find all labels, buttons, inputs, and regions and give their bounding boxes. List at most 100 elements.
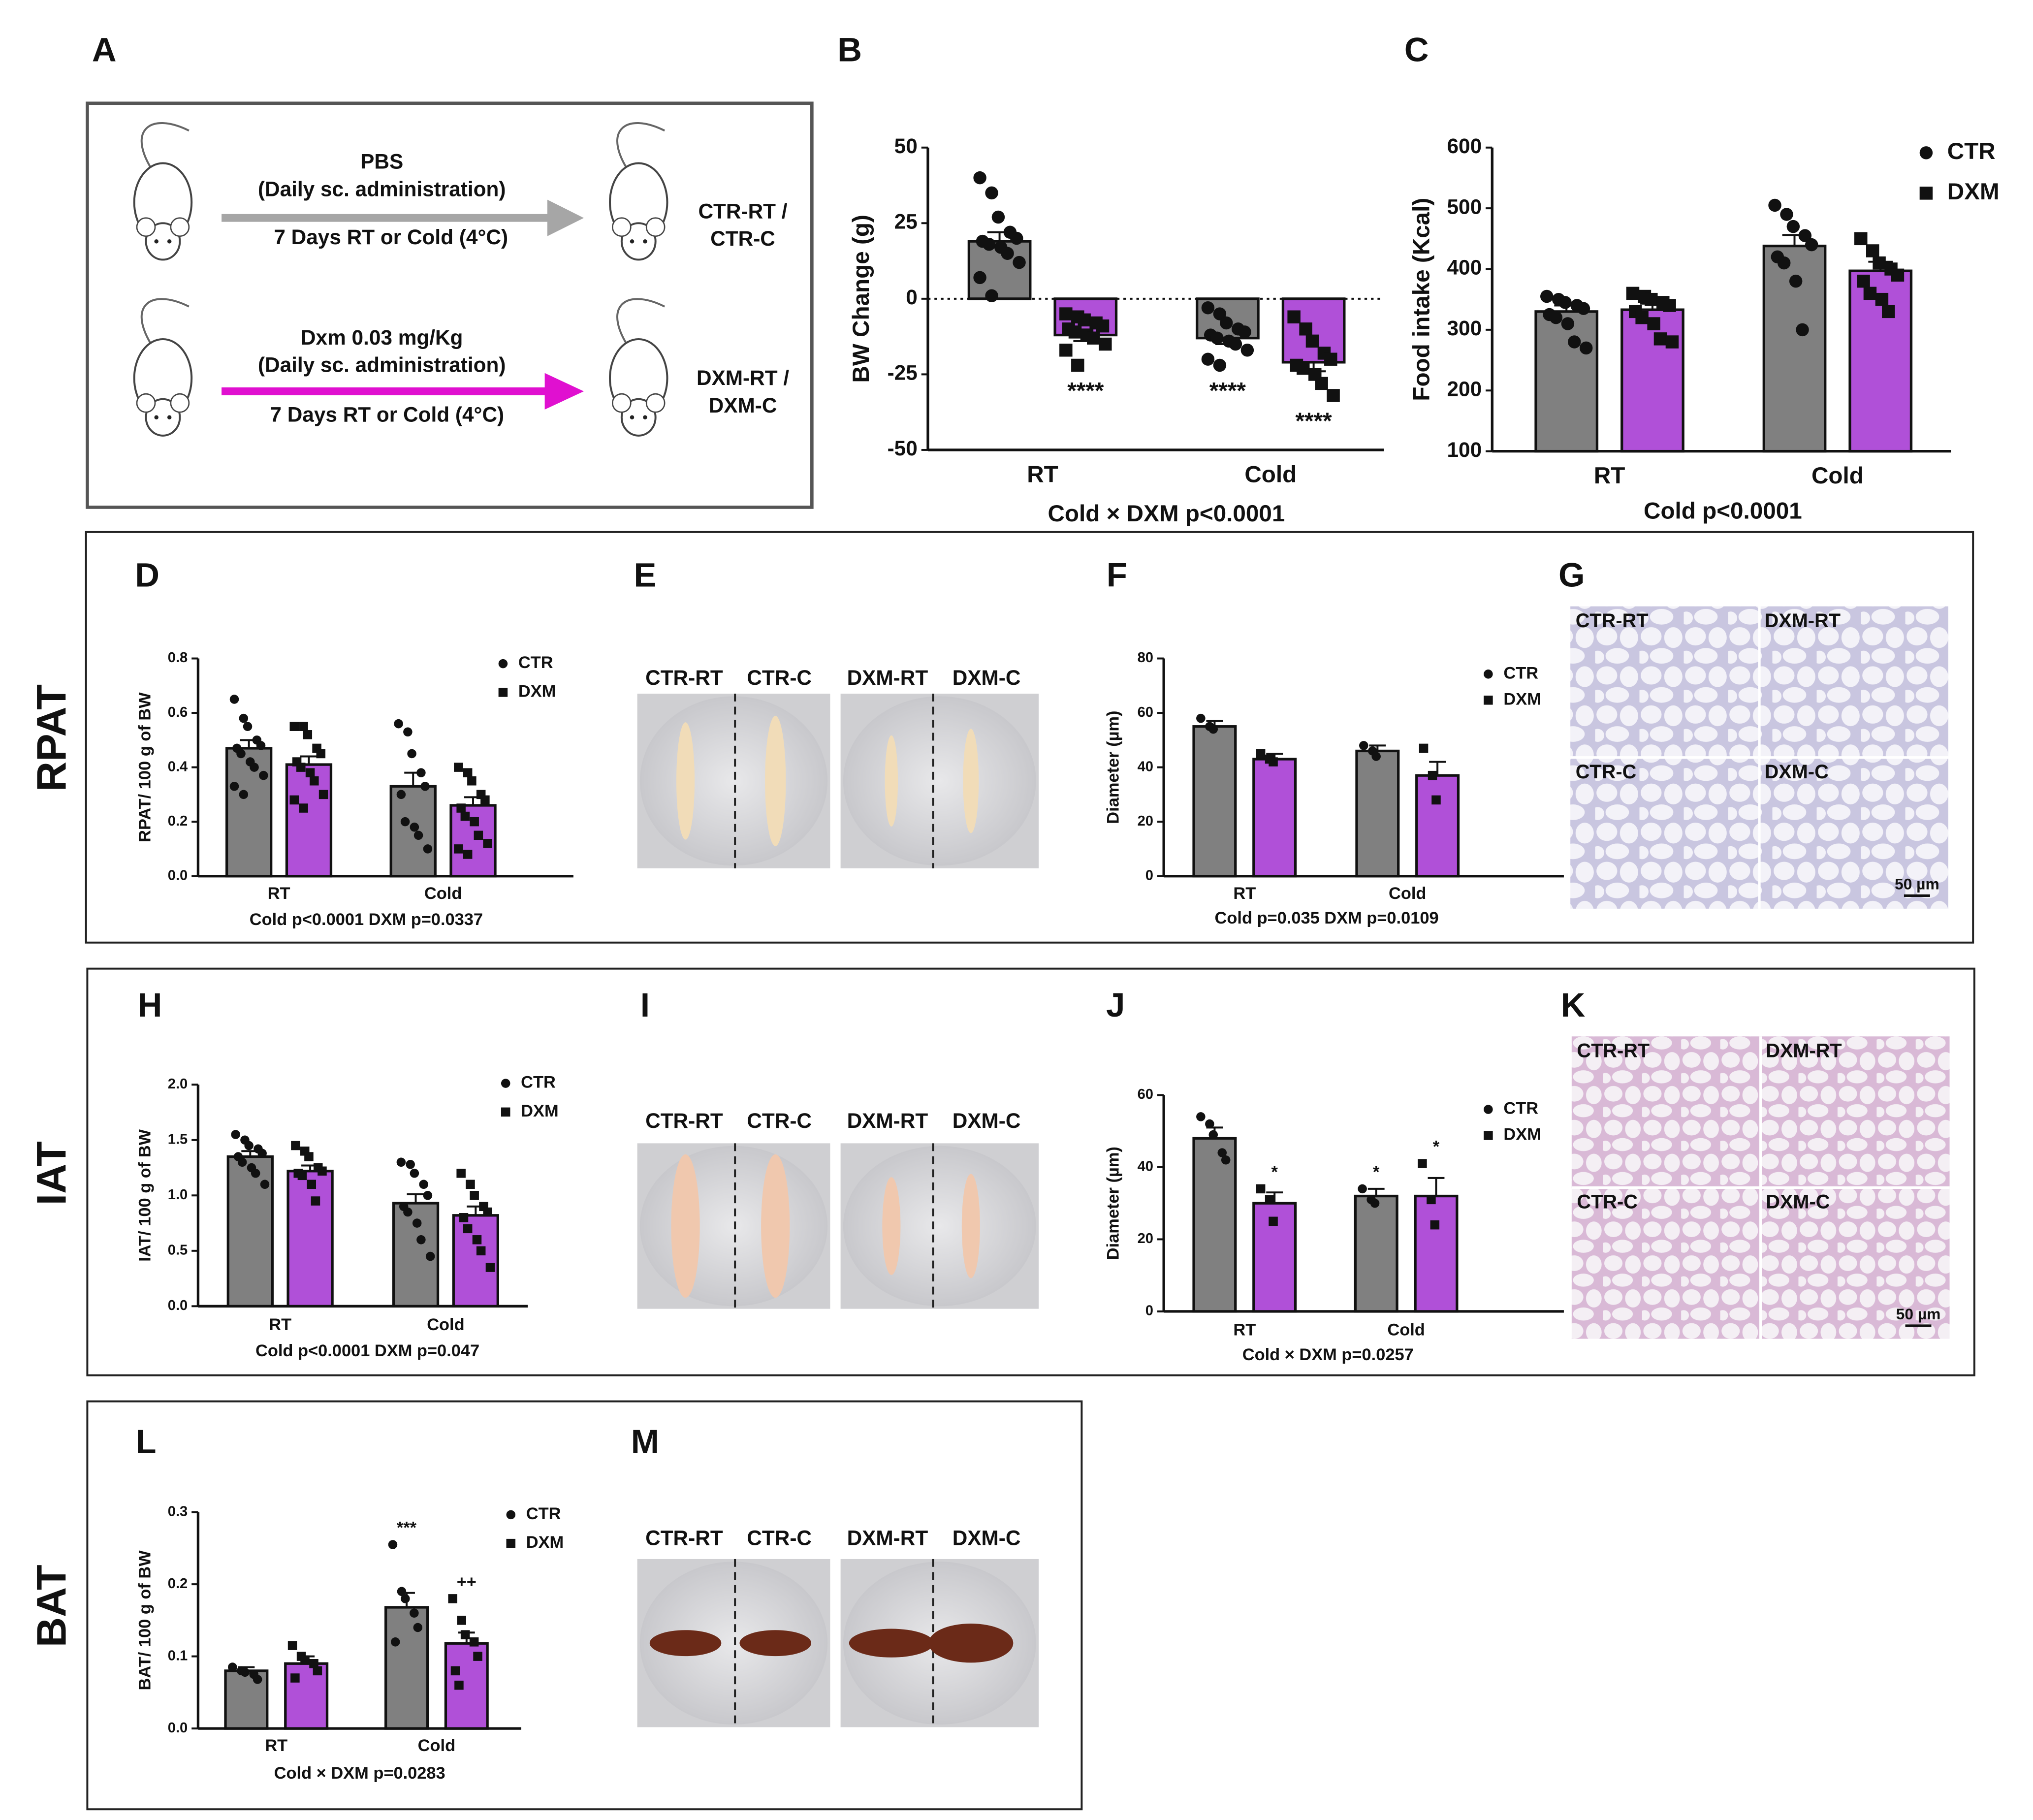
data-point <box>1863 287 1877 300</box>
data-point <box>1269 757 1278 766</box>
panel-letter: E <box>634 556 657 594</box>
micrograph-label: DXM-RT <box>1765 610 1841 632</box>
data-point <box>1208 1130 1218 1140</box>
legend-label: DXM <box>1947 179 2000 205</box>
significance: * <box>1373 1163 1380 1181</box>
diagram-text: DXM-RT / <box>697 366 789 389</box>
legend-label: CTR <box>1947 138 1996 164</box>
bar <box>1355 749 1400 878</box>
tissue <box>739 1630 812 1657</box>
y-tick-label: 50 <box>894 134 918 158</box>
y-axis-label: IAT/ 100 g of BW <box>136 1129 155 1261</box>
section-label: BAT <box>28 1565 75 1647</box>
data-point <box>1768 198 1781 212</box>
data-point <box>390 1637 400 1647</box>
data-point <box>239 790 249 799</box>
data-point <box>1059 344 1073 357</box>
data-point <box>413 830 423 840</box>
data-point <box>498 659 508 669</box>
y-tick-label: 1.0 <box>168 1187 188 1203</box>
micrograph-label: CTR-C <box>1577 1191 1638 1213</box>
data-point <box>1201 352 1215 366</box>
data-point <box>410 822 419 832</box>
data-point <box>472 1235 482 1245</box>
photo-label: CTR-RT <box>645 1526 723 1549</box>
dish <box>843 696 1036 866</box>
data-point <box>251 1169 260 1178</box>
y-axis-label: RPAT/ 100 g of BW <box>136 692 155 842</box>
y-tick-label: 0 <box>1145 1303 1153 1319</box>
data-point <box>1217 1148 1227 1157</box>
data-point <box>307 1180 317 1189</box>
y-tick-label: 1.5 <box>168 1131 188 1147</box>
y-tick-label: 300 <box>1447 317 1482 340</box>
data-point <box>506 1538 516 1548</box>
data-point <box>423 844 433 854</box>
data-point <box>1635 311 1649 324</box>
data-point <box>470 817 479 827</box>
data-point <box>450 1666 460 1676</box>
x-tick-label: Cold <box>1387 1321 1425 1340</box>
data-point <box>498 688 508 697</box>
y-tick-label: 0.0 <box>168 867 188 883</box>
data-point <box>448 1594 457 1603</box>
data-point <box>1427 1195 1436 1205</box>
mouse-head <box>145 222 181 261</box>
data-point <box>1213 307 1227 320</box>
legend-label: DXM <box>1503 1125 1541 1144</box>
diagram-text: PBS <box>360 150 403 173</box>
data-point <box>485 1263 495 1272</box>
y-tick-label: 600 <box>1447 134 1482 158</box>
mouse-eye <box>154 415 159 420</box>
data-point <box>1256 749 1266 759</box>
panel-letter: F <box>1107 556 1127 594</box>
bar <box>1414 1194 1459 1313</box>
data-point <box>396 790 406 799</box>
data-point <box>305 768 315 777</box>
data-point <box>259 770 268 780</box>
y-tick-label: 80 <box>1138 650 1153 666</box>
mouse-head <box>620 222 657 261</box>
micrograph-label: CTR-RT <box>1577 1040 1650 1062</box>
data-point <box>457 1616 466 1625</box>
data-point <box>253 1675 262 1684</box>
data-point <box>501 1079 510 1088</box>
panel-letter: G <box>1558 556 1585 594</box>
significance: * <box>1271 1163 1278 1181</box>
y-tick-label: 0.8 <box>168 650 188 666</box>
bar <box>1192 725 1237 878</box>
data-point <box>1229 337 1242 351</box>
y-tick-label: 0 <box>1145 867 1153 883</box>
x-tick-label: Cold <box>424 884 462 903</box>
data-point <box>289 795 299 805</box>
data-point <box>231 1130 240 1139</box>
data-point <box>470 1191 479 1200</box>
data-point <box>1099 337 1112 351</box>
mouse-ear <box>136 393 156 413</box>
data-point <box>1001 247 1014 260</box>
tissue <box>928 1623 1014 1663</box>
data-point <box>1647 317 1660 330</box>
data-point <box>396 1157 406 1167</box>
y-tick-label: 0.2 <box>168 1576 188 1592</box>
data-point <box>1919 187 1933 200</box>
data-point <box>1315 377 1328 390</box>
bar <box>1534 310 1599 453</box>
legend-label: DXM <box>1503 690 1541 708</box>
data-point <box>243 722 253 731</box>
data-point <box>1078 313 1091 327</box>
data-point <box>1305 334 1319 348</box>
data-point <box>463 850 473 859</box>
mouse-tail <box>616 298 666 353</box>
panel-letter: D <box>135 556 159 594</box>
data-point <box>454 763 463 772</box>
x-tick-label: RT <box>268 884 290 903</box>
y-axis-label: BAT/ 100 g of BW <box>136 1550 155 1691</box>
data-point <box>410 1169 419 1178</box>
dish <box>639 1562 828 1725</box>
bar <box>1620 308 1684 453</box>
bar <box>452 1214 499 1308</box>
arrow-head <box>547 199 584 236</box>
bar <box>286 1170 334 1308</box>
photo-label: DXM-C <box>953 1109 1021 1132</box>
